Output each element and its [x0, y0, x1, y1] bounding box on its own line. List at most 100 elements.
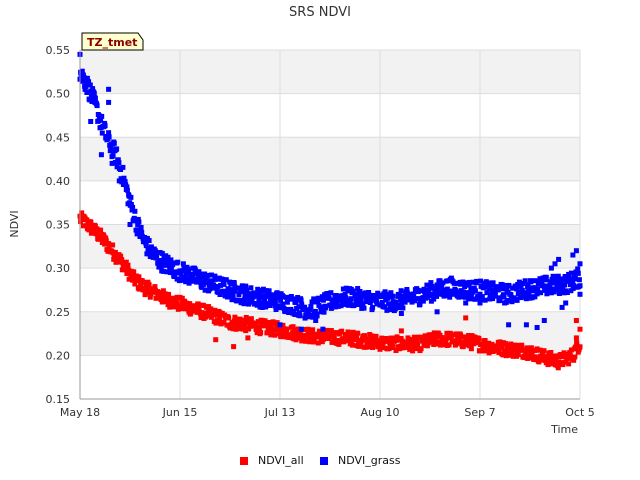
point-NDVI_grass — [182, 274, 188, 280]
point-NDVI_grass — [514, 286, 520, 292]
point-NDVI_grass — [90, 86, 96, 92]
point-NDVI_grass — [564, 290, 570, 295]
point-NDVI_grass — [351, 302, 357, 308]
point-NDVI_grass — [246, 301, 252, 307]
point-NDVI_grass — [228, 290, 234, 296]
point-NDVI_grass — [437, 278, 443, 284]
point-NDVI_grass — [377, 302, 383, 308]
point-NDVI_all — [124, 271, 130, 276]
point-NDVI_grass — [307, 307, 313, 313]
point-NDVI_grass — [108, 145, 114, 151]
point-NDVI_grass — [402, 299, 408, 305]
point-NDVI_grass — [121, 175, 127, 181]
point-NDVI_grass — [447, 294, 453, 300]
point-NDVI_grass — [162, 257, 168, 263]
point-NDVI_all — [255, 319, 261, 325]
point-NDVI_grass — [479, 294, 485, 300]
point-NDVI_all — [316, 333, 322, 339]
point-NDVI_all — [413, 346, 419, 352]
legend: NDVI_all NDVI_grass — [240, 454, 401, 467]
point-NDVI_grass — [238, 300, 244, 306]
chart-title: SRS NDVI — [289, 5, 351, 20]
point-NDVI_all — [234, 324, 240, 329]
point-NDVI_grass — [114, 146, 120, 152]
point-NDVI_grass — [286, 309, 292, 315]
point-NDVI_all — [471, 341, 477, 347]
point-NDVI_all — [394, 334, 400, 340]
point-NDVI_all — [486, 340, 492, 346]
point-NDVI_grass — [143, 243, 149, 249]
point-NDVI_grass — [299, 301, 305, 307]
point-NDVI_grass — [431, 285, 437, 291]
point-NDVI_grass — [408, 296, 414, 302]
point-NDVI_all — [456, 337, 462, 343]
point-NDVI_grass — [167, 270, 173, 275]
point-NDVI_grass — [506, 322, 512, 328]
point-NDVI_grass — [258, 300, 264, 306]
point-NDVI_grass — [392, 306, 398, 312]
point-NDVI_grass — [566, 271, 572, 277]
y-tick-label: 0.15 — [46, 393, 71, 406]
point-NDVI_all — [88, 220, 94, 225]
point-NDVI_grass — [502, 283, 508, 288]
point-NDVI_grass — [230, 287, 236, 293]
point-NDVI_all — [168, 299, 174, 305]
point-NDVI_grass — [184, 276, 190, 281]
point-NDVI_grass — [460, 289, 466, 295]
point-NDVI_all — [414, 339, 420, 345]
point-NDVI_grass — [537, 276, 543, 282]
point-NDVI_all — [204, 313, 210, 319]
point-NDVI_grass — [420, 298, 426, 304]
point-NDVI_grass — [558, 276, 564, 282]
point-NDVI_grass — [200, 282, 206, 288]
point-NDVI_grass — [293, 300, 299, 305]
point-NDVI_grass — [84, 75, 90, 81]
point-NDVI_grass — [575, 270, 581, 276]
point-NDVI_all — [280, 322, 286, 328]
point-NDVI_all — [411, 341, 417, 347]
plot-band — [80, 50, 580, 94]
point-NDVI_grass — [91, 91, 97, 96]
point-NDVI_all — [451, 338, 457, 344]
point-NDVI_grass — [463, 300, 469, 306]
point-NDVI_all — [541, 348, 547, 354]
point-NDVI_grass — [547, 283, 553, 289]
point-NDVI_grass — [180, 261, 186, 267]
point-NDVI_all — [246, 326, 252, 332]
point-NDVI_grass — [273, 307, 279, 312]
point-NDVI_all — [262, 318, 268, 324]
point-NDVI_all — [336, 341, 342, 347]
point-NDVI_grass — [566, 276, 572, 282]
point-NDVI_all — [515, 352, 521, 358]
point-NDVI_grass — [272, 298, 278, 304]
badge-label: TZ_tmet — [87, 36, 137, 49]
point-NDVI_all — [398, 328, 404, 334]
point-NDVI_grass — [534, 325, 540, 330]
point-NDVI_grass — [486, 286, 492, 291]
point-NDVI_grass — [396, 292, 402, 298]
point-NDVI_grass — [275, 295, 281, 301]
point-NDVI_grass — [283, 294, 289, 300]
point-NDVI_grass — [192, 267, 198, 273]
point-NDVI_all — [393, 348, 399, 353]
point-NDVI_all — [80, 223, 86, 229]
point-NDVI_grass — [116, 160, 122, 166]
point-NDVI_grass — [409, 299, 415, 305]
series-NDVI_all — [77, 210, 583, 371]
point-NDVI_grass — [321, 309, 327, 315]
point-NDVI_all — [216, 315, 222, 321]
point-NDVI_grass — [130, 204, 136, 210]
point-NDVI_grass — [262, 297, 268, 303]
point-NDVI_grass — [400, 305, 406, 311]
point-NDVI_grass — [168, 265, 174, 271]
point-NDVI_grass — [548, 290, 554, 296]
point-NDVI_grass — [154, 250, 160, 256]
point-NDVI_grass — [241, 301, 247, 307]
point-NDVI_grass — [132, 208, 138, 214]
point-NDVI_all — [143, 288, 149, 293]
point-NDVI_grass — [355, 286, 361, 291]
y-tick-label: 0.30 — [46, 262, 71, 275]
point-NDVI_grass — [158, 258, 164, 263]
point-NDVI_grass — [264, 301, 270, 307]
point-NDVI_grass — [94, 103, 100, 109]
